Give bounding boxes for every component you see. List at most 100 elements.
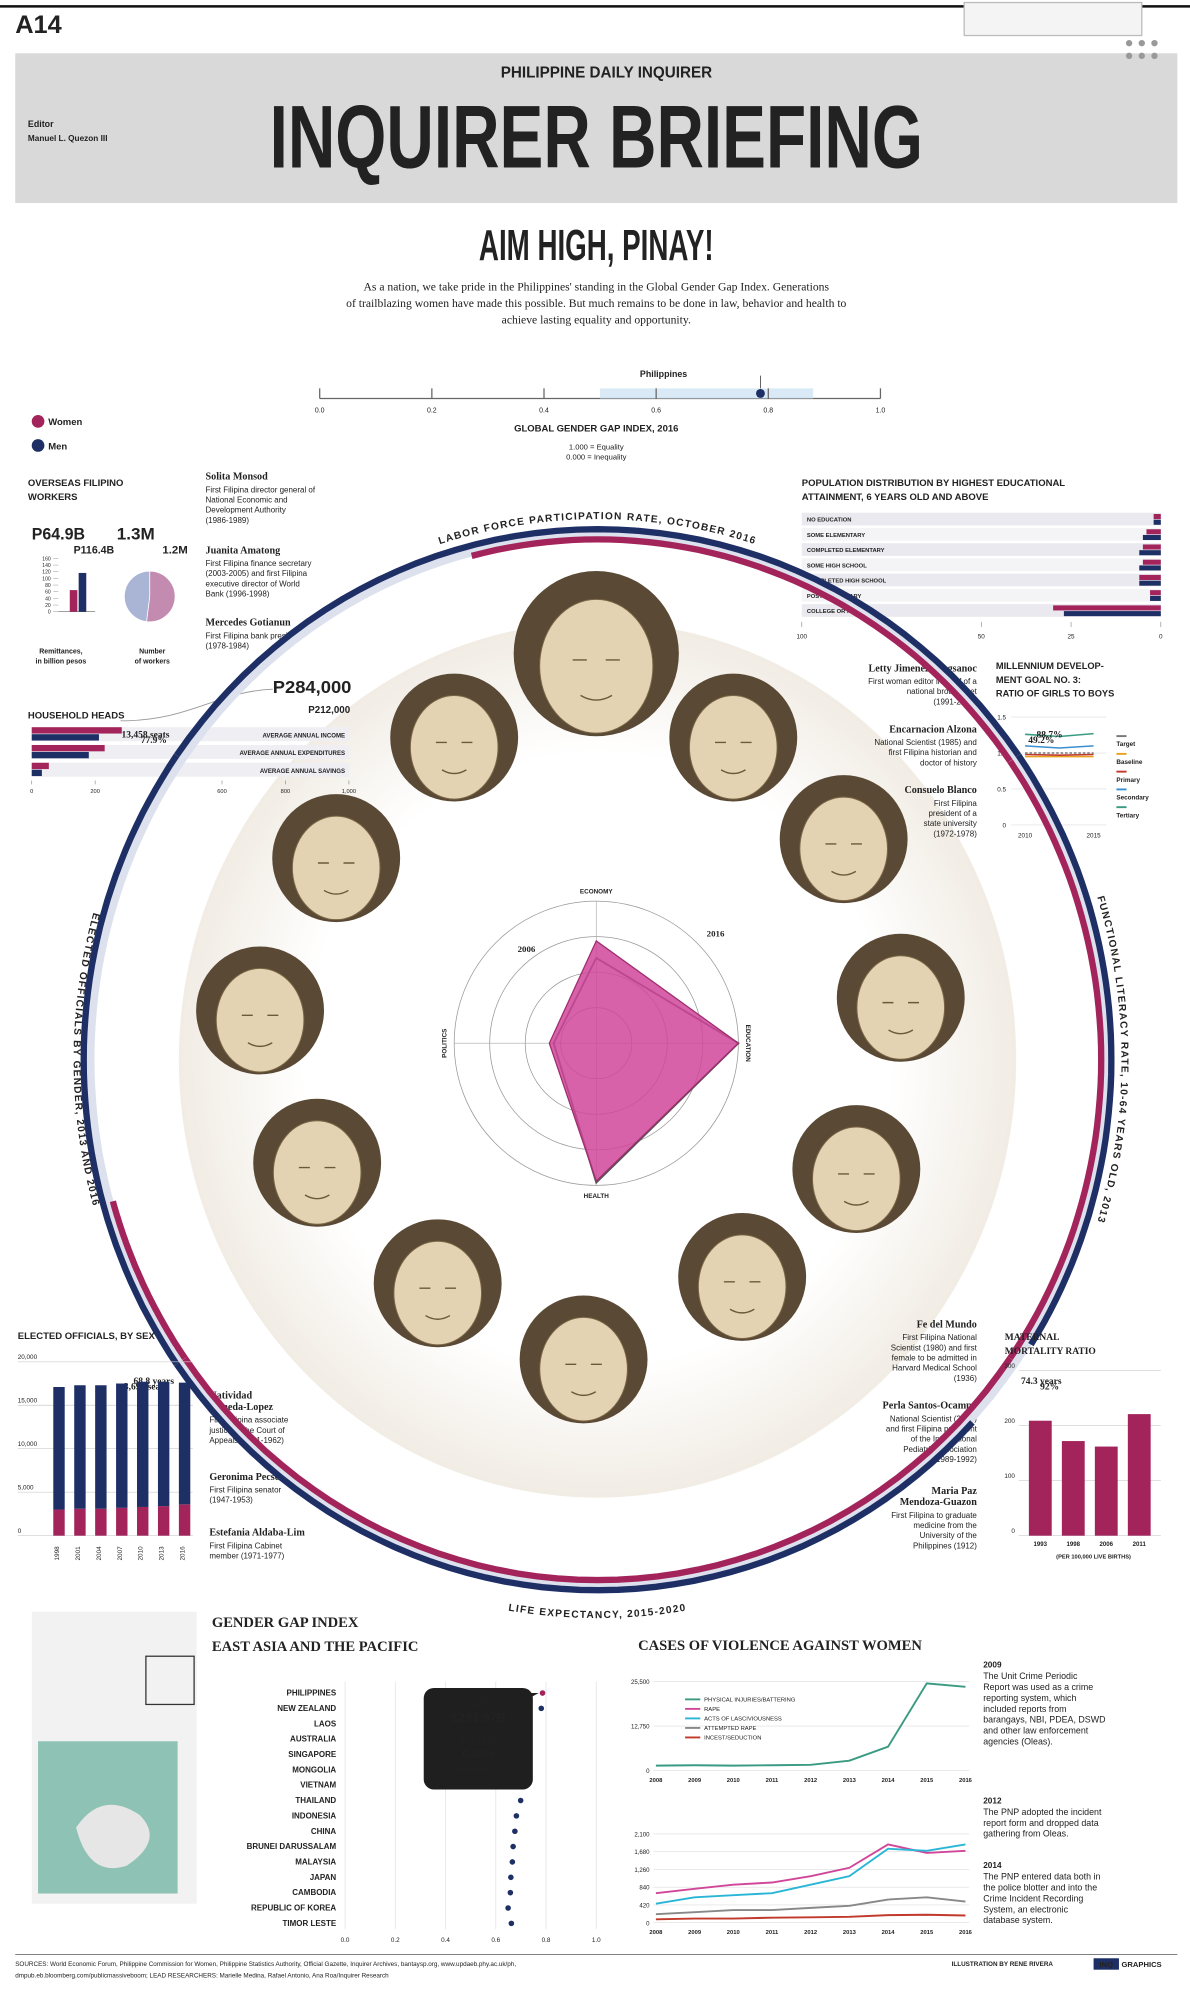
pioneer-desc: First Filipina bank president — [206, 631, 304, 640]
portrait-features — [565, 1363, 602, 1397]
dots-icon — [1125, 39, 1158, 60]
x-tick-label: 0.0 — [341, 1937, 350, 1944]
bar-segment — [157, 1506, 170, 1536]
x-tick-label: 1998 — [54, 1546, 61, 1561]
x-tick-label: 2004 — [96, 1546, 103, 1561]
portrait-face — [272, 1120, 362, 1225]
bar-segment — [53, 1386, 65, 1510]
portrait-face — [393, 1240, 483, 1346]
dot — [507, 1889, 514, 1896]
category-label: AVERAGE ANNUAL INCOME — [262, 732, 345, 739]
category-label: COMPLETED HIGH SCHOOL — [807, 579, 887, 585]
radar-area — [548, 939, 740, 1183]
bar-segment — [74, 1385, 86, 1509]
bar-segment — [178, 1504, 191, 1536]
portrait-face — [697, 1234, 787, 1339]
axis-label: of workers — [135, 659, 170, 666]
ring-title: LIFE EXPECTANCY, 2015-2020 — [508, 1603, 688, 1622]
bar-segment — [53, 1509, 65, 1536]
country-label: THAILAND — [295, 1796, 336, 1805]
x-tick-label: 2010 — [1018, 833, 1033, 840]
country-label: JAPAN — [310, 1873, 337, 1882]
category-label: NO EDUCATION — [807, 518, 852, 524]
chart-title: MORTALITY RATIO — [1005, 1347, 1096, 1357]
legend-label: Tertiary — [1116, 812, 1139, 819]
row-bg — [801, 558, 1161, 572]
bar — [31, 762, 49, 770]
y-tick-label: 1,260 — [634, 1867, 650, 1874]
x-tick-label: 100 — [797, 633, 808, 640]
x-tick-label: 1998 — [1067, 1541, 1081, 1548]
category-label: SOME HIGH SCHOOL — [807, 563, 867, 569]
pioneer-name: Juanita Amatong — [206, 545, 281, 556]
chart-title: CASES OF VIOLENCE AGAINST WOMEN — [638, 1638, 922, 1654]
pioneer-desc: Harvard Medical School — [892, 1364, 977, 1373]
bar — [1153, 513, 1161, 520]
pioneer-name: Mendoza-Guazon — [900, 1497, 978, 1508]
pie-slice — [146, 570, 176, 623]
x-tick-label: 0.4 — [441, 1937, 450, 1944]
dot — [505, 1905, 511, 1911]
pioneer-desc: First Filipina to graduate — [891, 1511, 977, 1520]
credit: ILLUSTRATION BY RENE RIVERA — [952, 1961, 1054, 1968]
country-label: AUSTRALIA — [290, 1735, 336, 1744]
y-tick-label: 0 — [18, 1528, 22, 1535]
country-label: INDONESIA — [292, 1811, 337, 1820]
bar — [1127, 1414, 1151, 1536]
chart-title: ELECTED OFFICIALS, BY SEX — [18, 1331, 156, 1342]
bar — [78, 572, 87, 612]
portrait-features — [317, 862, 355, 895]
pioneer-desc: first Filipina historian and — [889, 748, 977, 757]
pioneer-desc: (1986-1989) — [206, 516, 250, 525]
bar — [31, 727, 122, 734]
y-tick-label: 100 — [1004, 1473, 1015, 1480]
x-tick-label: 0.2 — [427, 407, 437, 414]
ring-arc — [470, 536, 1013, 764]
country-label: MALAYSIA — [295, 1857, 336, 1866]
pioneer-desc: First Filipina senator — [209, 1485, 281, 1494]
y-tick-label: 15,000 — [18, 1398, 38, 1405]
ring-value-label: 88.7% — [1037, 730, 1063, 740]
headline: AIM HIGH, PINAY! — [479, 222, 714, 270]
intro-text: of trailblazing women have made this pos… — [346, 297, 846, 310]
x-tick-label: 2007 — [117, 1546, 124, 1561]
pioneer-name: Almeda-Lopez — [209, 1402, 273, 1413]
y-tick-label: 0 — [646, 1920, 650, 1927]
x-tick-label: 0.0 — [315, 407, 325, 414]
value-label: 1.2M — [162, 544, 187, 556]
pioneer-desc: National Scientist (1985) and — [874, 738, 977, 747]
country-label: SINGAPORE — [288, 1750, 337, 1759]
note-year: 2012 — [983, 1796, 1002, 1805]
note-text: gathering from Oleas. — [983, 1829, 1068, 1839]
x-tick-label: 2011 — [766, 1930, 779, 1936]
series-line — [1025, 753, 1094, 756]
x-tick-label: 2010 — [727, 1778, 740, 1784]
sources: SOURCES: World Economic Forum, Philippin… — [15, 1961, 516, 1968]
logo-text: INQ — [1100, 1960, 1114, 1969]
pioneer-desc: (1991-2015) — [933, 697, 977, 706]
note-text: The PNP entered data both in — [983, 1872, 1100, 1882]
y-tick-label: 0.5 — [997, 787, 1006, 794]
index-band — [600, 388, 814, 399]
pioneer-desc: president of a — [928, 809, 977, 818]
portrait-face — [856, 955, 946, 1060]
bar-segment — [137, 1381, 149, 1507]
bar-segment — [137, 1506, 149, 1536]
legend-label: INCEST/SEDUCTION — [704, 1736, 761, 1742]
portrait-face — [688, 695, 778, 800]
bar — [31, 734, 99, 741]
ring-value-label: 68.8 years — [133, 1377, 174, 1387]
radar-axis-label: ECONOMY — [580, 888, 613, 895]
category-label: AVERAGE ANNUAL SAVINGS — [260, 768, 345, 775]
y-tick-label: 0 — [1003, 822, 1007, 829]
country-label: VIETNAM — [300, 1781, 336, 1790]
value-label: P116.4B — [74, 544, 115, 556]
axis-label: in billion pesos — [36, 659, 87, 666]
country-label: LAOS — [314, 1719, 337, 1728]
ring-value-label: 92% — [1040, 1383, 1059, 1393]
content: A14 PHILIPPINE DAILY INQUIRER INQUIRER BRI… — [15, 11, 1178, 1979]
portrait-face — [539, 598, 654, 734]
page-number: A14 — [15, 11, 62, 39]
callout-text: MALE/FEMALE — [456, 1767, 500, 1774]
